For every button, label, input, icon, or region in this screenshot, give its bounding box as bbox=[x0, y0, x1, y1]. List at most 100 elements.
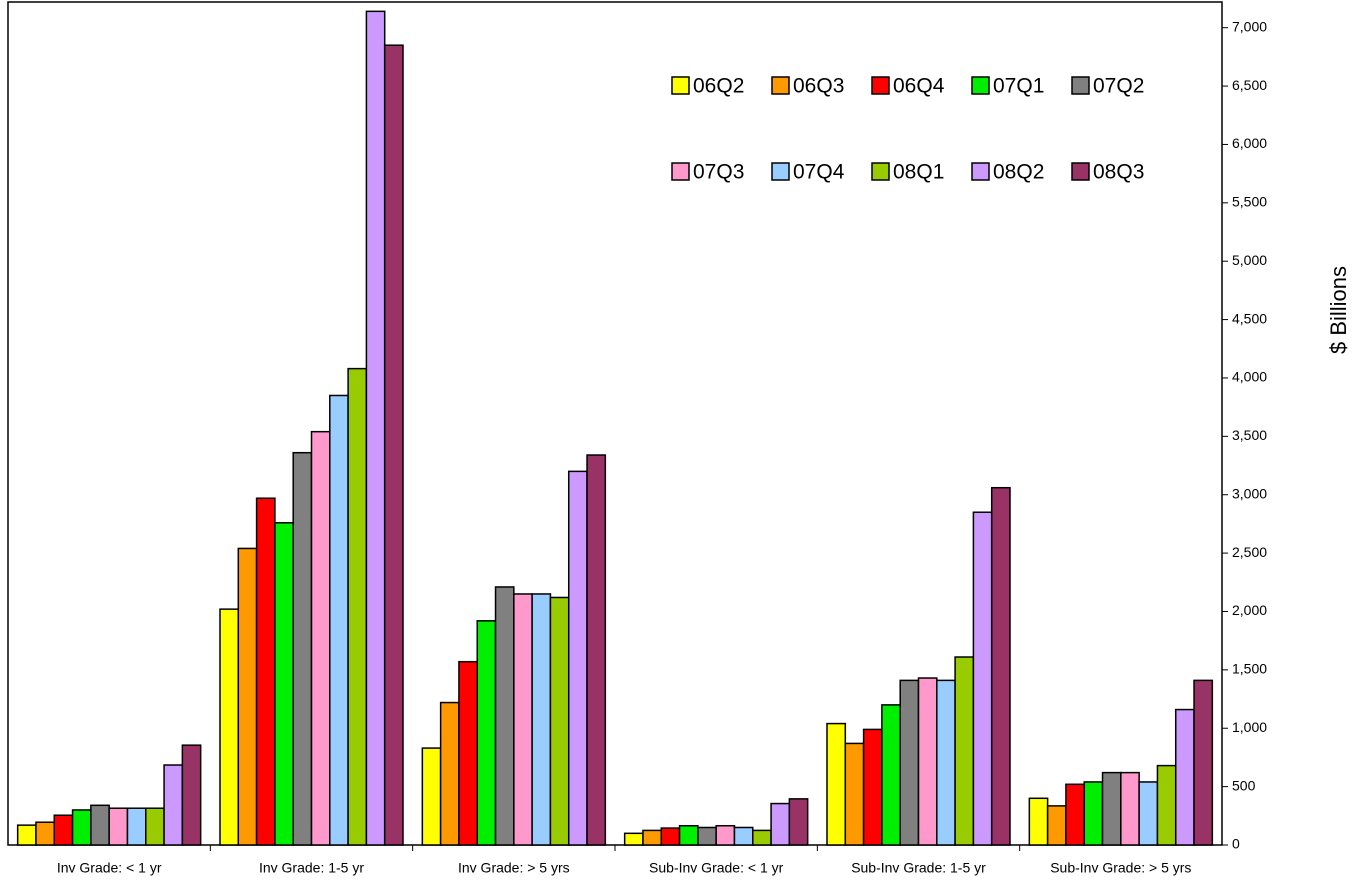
y-tick-label: 2,500 bbox=[1232, 544, 1267, 560]
legend-label: 08Q1 bbox=[893, 161, 944, 184]
legend-swatch bbox=[971, 76, 990, 95]
bar bbox=[35, 821, 56, 846]
bar bbox=[1046, 805, 1067, 846]
bar bbox=[972, 511, 993, 846]
legend-label: 06Q4 bbox=[893, 75, 945, 98]
bar bbox=[826, 722, 847, 846]
plot-frame bbox=[7, 1, 1223, 846]
bar bbox=[145, 807, 165, 846]
y-tick-label: 5,000 bbox=[1232, 252, 1267, 268]
bar bbox=[752, 829, 772, 846]
bar bbox=[881, 704, 901, 846]
bar bbox=[1083, 781, 1104, 846]
bar bbox=[310, 430, 331, 846]
legend-swatch bbox=[771, 76, 790, 95]
y-tick-label: 0 bbox=[1232, 836, 1240, 852]
bar bbox=[126, 807, 147, 846]
bar bbox=[163, 764, 184, 846]
bar bbox=[1156, 764, 1177, 846]
x-tick-label: Sub-Inv Grade: < 1 yr bbox=[649, 860, 784, 876]
y-tick-label: 6,000 bbox=[1232, 135, 1267, 151]
legend-swatch bbox=[1071, 162, 1090, 181]
bar bbox=[71, 809, 92, 846]
bar bbox=[274, 521, 294, 846]
bar bbox=[458, 660, 478, 846]
bar bbox=[954, 656, 975, 846]
bar bbox=[1028, 797, 1049, 846]
y-tick-label: 6,500 bbox=[1232, 77, 1267, 93]
bar bbox=[1193, 679, 1214, 846]
legend-swatch bbox=[771, 162, 790, 181]
legend-label: 06Q3 bbox=[793, 75, 844, 98]
bar bbox=[476, 620, 497, 846]
legend-label: 07Q2 bbox=[1093, 75, 1144, 98]
bar bbox=[697, 826, 717, 846]
y-tick-label: 7,000 bbox=[1232, 18, 1267, 34]
legend-label: 07Q3 bbox=[693, 161, 744, 184]
bar bbox=[347, 367, 368, 846]
bar bbox=[494, 586, 515, 846]
bar bbox=[531, 593, 552, 846]
bar bbox=[1174, 708, 1195, 846]
bar bbox=[1065, 783, 1085, 846]
bar bbox=[660, 827, 681, 846]
legend-label: 07Q4 bbox=[793, 161, 845, 184]
bar bbox=[16, 824, 37, 846]
bar bbox=[513, 593, 533, 846]
bar bbox=[181, 744, 202, 846]
legend-label: 08Q3 bbox=[1093, 161, 1144, 184]
bar bbox=[788, 798, 809, 846]
legend-swatch bbox=[1071, 76, 1090, 95]
bar bbox=[678, 824, 699, 846]
bar bbox=[844, 742, 865, 846]
bar bbox=[329, 394, 349, 846]
bar bbox=[990, 486, 1011, 846]
y-tick-label: 1,500 bbox=[1232, 661, 1267, 677]
bar bbox=[1138, 781, 1159, 846]
bar bbox=[899, 679, 920, 846]
bar bbox=[623, 832, 644, 846]
bar bbox=[439, 701, 460, 846]
y-tick-label: 2,000 bbox=[1232, 602, 1267, 618]
y-tick-label: 500 bbox=[1232, 777, 1256, 793]
x-tick-label: Sub-Inv Grade: > 5 yrs bbox=[1050, 860, 1191, 876]
bar bbox=[90, 804, 110, 846]
bar bbox=[108, 807, 129, 846]
x-tick-label: Inv Grade: < 1 yr bbox=[57, 860, 162, 876]
bar bbox=[549, 596, 570, 846]
bar bbox=[862, 728, 883, 846]
y-tick-label: 4,000 bbox=[1232, 369, 1267, 385]
legend-swatch bbox=[871, 76, 890, 95]
bar bbox=[770, 802, 791, 846]
x-tick-label: Inv Grade: > 5 yrs bbox=[458, 860, 570, 876]
legend-label: 07Q1 bbox=[993, 75, 1044, 98]
x-tick-label: Sub-Inv Grade: 1-5 yr bbox=[851, 860, 986, 876]
bar bbox=[567, 470, 588, 846]
legend-label: 06Q2 bbox=[693, 75, 744, 98]
y-axis-label: $ Billions bbox=[1326, 266, 1351, 354]
bar bbox=[1120, 771, 1140, 846]
y-tick-label: 1,000 bbox=[1232, 719, 1267, 735]
bar bbox=[383, 44, 404, 846]
legend-swatch bbox=[871, 162, 890, 181]
y-tick-label: 3,000 bbox=[1232, 485, 1267, 501]
legend-swatch bbox=[671, 162, 690, 181]
legend-label: 08Q2 bbox=[993, 161, 1044, 184]
bar bbox=[936, 679, 956, 846]
bar bbox=[255, 497, 276, 846]
bar bbox=[642, 829, 663, 846]
bar bbox=[586, 454, 607, 846]
bar bbox=[917, 677, 938, 846]
bar bbox=[715, 824, 736, 846]
y-tick-label: 4,500 bbox=[1232, 310, 1267, 326]
legend-swatch bbox=[671, 76, 690, 95]
y-tick-label: 3,500 bbox=[1232, 427, 1267, 443]
bar bbox=[421, 747, 442, 846]
bar bbox=[1101, 771, 1122, 846]
bar bbox=[237, 547, 258, 846]
bar bbox=[365, 10, 386, 846]
legend-swatch bbox=[971, 162, 990, 181]
bar bbox=[292, 451, 313, 846]
y-tick-label: 5,500 bbox=[1232, 194, 1267, 210]
